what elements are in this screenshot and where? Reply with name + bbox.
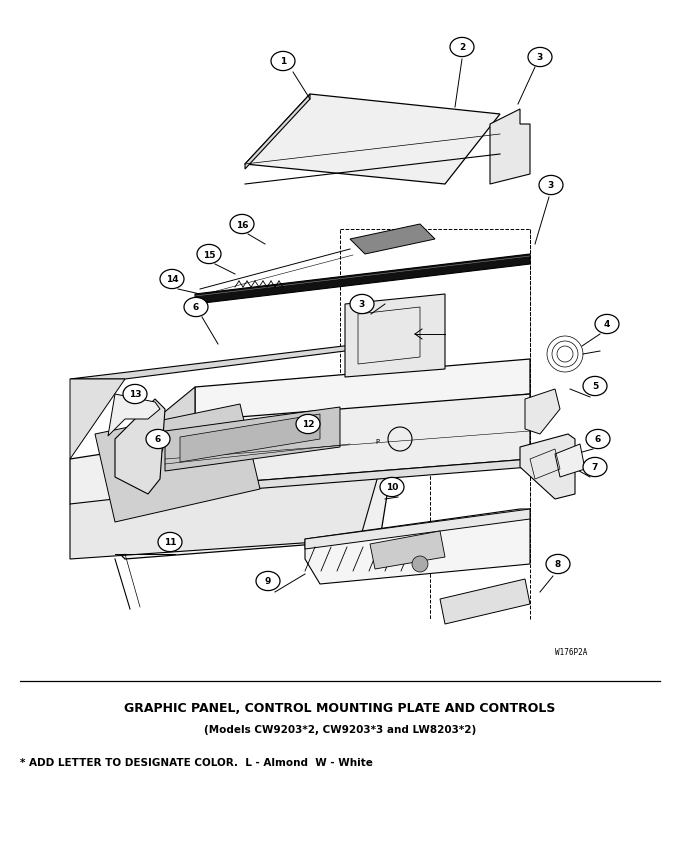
Ellipse shape — [160, 270, 184, 289]
Ellipse shape — [123, 385, 147, 404]
Polygon shape — [180, 414, 320, 463]
Polygon shape — [195, 360, 530, 425]
Text: * ADD LETTER TO DESIGNATE COLOR.  L - Almond  W - White: * ADD LETTER TO DESIGNATE COLOR. L - Alm… — [20, 757, 373, 767]
Text: 4: 4 — [604, 320, 610, 329]
Text: (Models CW9203*2, CW9203*3 and LW8203*2): (Models CW9203*2, CW9203*3 and LW8203*2) — [204, 724, 476, 734]
Polygon shape — [108, 394, 160, 436]
Ellipse shape — [539, 176, 563, 195]
Text: 3: 3 — [548, 181, 554, 190]
Polygon shape — [195, 255, 530, 305]
Ellipse shape — [256, 571, 280, 591]
Polygon shape — [305, 510, 530, 584]
Text: 13: 13 — [129, 390, 141, 399]
Polygon shape — [245, 95, 500, 185]
Polygon shape — [440, 579, 530, 625]
Text: 10: 10 — [386, 483, 398, 492]
Polygon shape — [345, 295, 445, 377]
Text: 5: 5 — [592, 382, 598, 391]
Text: 2: 2 — [459, 43, 465, 52]
Ellipse shape — [197, 245, 221, 264]
Text: 6: 6 — [155, 435, 161, 444]
Ellipse shape — [184, 298, 208, 317]
Ellipse shape — [230, 215, 254, 235]
Circle shape — [412, 556, 428, 572]
Text: P: P — [375, 439, 379, 445]
Ellipse shape — [146, 430, 170, 449]
Text: 15: 15 — [203, 250, 216, 259]
Ellipse shape — [350, 295, 374, 314]
Polygon shape — [70, 414, 400, 560]
Ellipse shape — [380, 478, 404, 497]
Polygon shape — [150, 394, 530, 490]
Polygon shape — [555, 445, 585, 478]
Ellipse shape — [271, 52, 295, 72]
Ellipse shape — [296, 415, 320, 434]
Ellipse shape — [583, 377, 607, 396]
Text: 8: 8 — [555, 560, 561, 569]
Polygon shape — [70, 344, 400, 380]
Ellipse shape — [546, 555, 570, 574]
Ellipse shape — [595, 315, 619, 334]
Text: 6: 6 — [595, 435, 601, 444]
Polygon shape — [165, 408, 340, 472]
Polygon shape — [115, 399, 165, 495]
Polygon shape — [520, 435, 575, 500]
Ellipse shape — [583, 457, 607, 477]
Ellipse shape — [586, 430, 610, 449]
Polygon shape — [150, 459, 530, 497]
Text: 16: 16 — [236, 220, 248, 230]
Text: 9: 9 — [265, 576, 271, 586]
Polygon shape — [370, 532, 445, 570]
Ellipse shape — [450, 38, 474, 57]
Polygon shape — [245, 95, 310, 170]
Polygon shape — [490, 110, 530, 185]
Text: 6: 6 — [193, 303, 199, 312]
Polygon shape — [350, 225, 435, 255]
Polygon shape — [150, 387, 195, 490]
Polygon shape — [70, 380, 125, 459]
Text: 11: 11 — [164, 538, 176, 547]
Polygon shape — [95, 404, 260, 522]
Text: 3: 3 — [537, 53, 543, 62]
Text: W176P2A: W176P2A — [555, 647, 588, 657]
Text: 12: 12 — [302, 420, 314, 429]
Text: 7: 7 — [592, 463, 598, 472]
Text: GRAPHIC PANEL, CONTROL MOUNTING PLATE AND CONTROLS: GRAPHIC PANEL, CONTROL MOUNTING PLATE AN… — [124, 701, 556, 714]
Text: 14: 14 — [166, 275, 178, 284]
Text: 1: 1 — [280, 57, 286, 67]
Polygon shape — [70, 469, 380, 560]
Polygon shape — [525, 390, 560, 435]
Polygon shape — [305, 510, 530, 549]
Text: 3: 3 — [359, 300, 365, 309]
Ellipse shape — [528, 48, 552, 68]
Ellipse shape — [158, 533, 182, 552]
